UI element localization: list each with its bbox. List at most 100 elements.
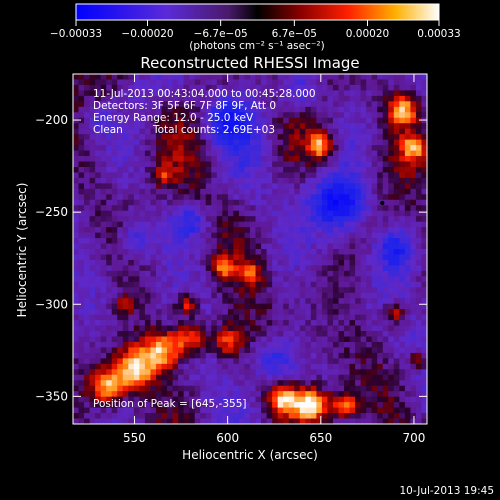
heatmap-cell: [100, 101, 107, 108]
heatmap-cell: [73, 363, 79, 370]
heatmap-cell: [360, 183, 367, 190]
heatmap-cell: [277, 341, 284, 348]
heatmap-cell: [106, 95, 113, 102]
heatmap-cell: [283, 166, 290, 173]
heatmap-cell: [150, 270, 157, 277]
heatmap-cell: [172, 369, 179, 376]
heatmap-cell: [84, 177, 90, 184]
heatmap-cell: [172, 303, 179, 310]
heatmap-cell: [161, 380, 168, 387]
heatmap-cell: [371, 227, 378, 233]
heatmap-cell: [299, 161, 306, 168]
heatmap-cell: [155, 172, 162, 179]
heatmap-cell: [205, 347, 212, 354]
heatmap-cell: [321, 232, 328, 239]
heatmap-cell: [167, 309, 173, 316]
heatmap-cell: [294, 232, 301, 239]
heatmap-cell: [194, 270, 201, 277]
heatmap-cell: [404, 84, 411, 91]
heatmap-cell: [178, 265, 185, 272]
heatmap-cell: [415, 166, 422, 173]
heatmap-cell: [216, 183, 223, 190]
heatmap-cell: [355, 95, 362, 102]
heatmap-cell: [150, 347, 157, 354]
heatmap-cell: [305, 183, 312, 190]
heatmap-cell: [155, 101, 162, 108]
heatmap-cell: [100, 325, 107, 332]
heatmap-cell: [194, 221, 201, 228]
heatmap-cell: [155, 413, 162, 419]
heatmap-cell: [73, 413, 79, 419]
heatmap-cell: [73, 79, 79, 86]
heatmap-cell: [321, 84, 328, 91]
heatmap-cell: [133, 74, 140, 80]
heatmap-cell: [349, 188, 356, 195]
heatmap-cell: [89, 347, 96, 354]
heatmap-cell: [366, 369, 373, 376]
heatmap-cell: [73, 287, 79, 294]
heatmap-cell: [78, 320, 85, 326]
heatmap-cell: [183, 84, 190, 91]
heatmap-cell: [310, 363, 317, 370]
heatmap-cell: [233, 374, 240, 381]
heatmap-cell: [178, 270, 185, 277]
heatmap-cell: [172, 391, 179, 398]
heatmap-cell: [150, 117, 157, 124]
heatmap-cell: [305, 331, 312, 337]
heatmap-cell: [167, 385, 173, 392]
heatmap-cell: [100, 123, 107, 130]
heatmap-cell: [222, 341, 229, 348]
heatmap-cell: [310, 210, 317, 217]
heatmap-cell: [266, 95, 273, 102]
heatmap-cell: [189, 156, 196, 162]
heatmap-cell: [404, 298, 411, 305]
heatmap-cell: [415, 117, 422, 124]
heatmap-cell: [194, 101, 201, 108]
heatmap-cell: [216, 123, 223, 130]
heatmap-cell: [272, 380, 279, 387]
colorbar-tick-label: −0.00033: [50, 28, 102, 40]
heatmap-cell: [266, 270, 273, 277]
heatmap-cell: [205, 254, 212, 261]
heatmap-cell: [338, 238, 345, 244]
heatmap-cell: [421, 320, 427, 326]
heatmap-cell: [222, 331, 229, 337]
heatmap-cell: [355, 336, 362, 343]
heatmap-cell: [288, 117, 295, 124]
heatmap-cell: [133, 188, 140, 195]
heatmap-cell: [410, 287, 417, 294]
heatmap-cell: [84, 418, 90, 424]
heatmap-cell: [283, 380, 290, 387]
heatmap-cell: [404, 145, 411, 151]
heatmap-cell: [211, 270, 218, 277]
heatmap-cell: [100, 112, 107, 119]
heatmap-cell: [222, 238, 229, 244]
heatmap-cell: [205, 341, 212, 348]
heatmap-cell: [84, 95, 90, 102]
heatmap-cell: [73, 369, 79, 376]
heatmap-cell: [128, 134, 135, 141]
heatmap-cell: [421, 352, 427, 359]
heatmap-cell: [349, 238, 356, 244]
heatmap-cell: [161, 374, 168, 381]
heatmap-cell: [172, 150, 179, 157]
heatmap-cell: [144, 281, 151, 288]
heatmap-cell: [327, 84, 334, 91]
heatmap-cell: [338, 402, 345, 408]
heatmap-cell: [200, 150, 207, 157]
heatmap-cell: [277, 172, 284, 179]
heatmap-cell: [200, 243, 207, 250]
heatmap-cell: [294, 314, 301, 321]
heatmap-cell: [366, 128, 373, 135]
heatmap-cell: [150, 358, 157, 365]
heatmap-cell: [89, 259, 96, 266]
heatmap-cell: [310, 347, 317, 354]
heatmap-cell: [95, 183, 102, 190]
heatmap-cell: [399, 145, 406, 151]
heatmap-cell: [382, 166, 389, 173]
heatmap-cell: [238, 363, 245, 370]
heatmap-cell: [250, 106, 256, 113]
heatmap-cell: [250, 391, 256, 398]
heatmap-cell: [161, 363, 168, 370]
heatmap-cell: [106, 166, 113, 173]
